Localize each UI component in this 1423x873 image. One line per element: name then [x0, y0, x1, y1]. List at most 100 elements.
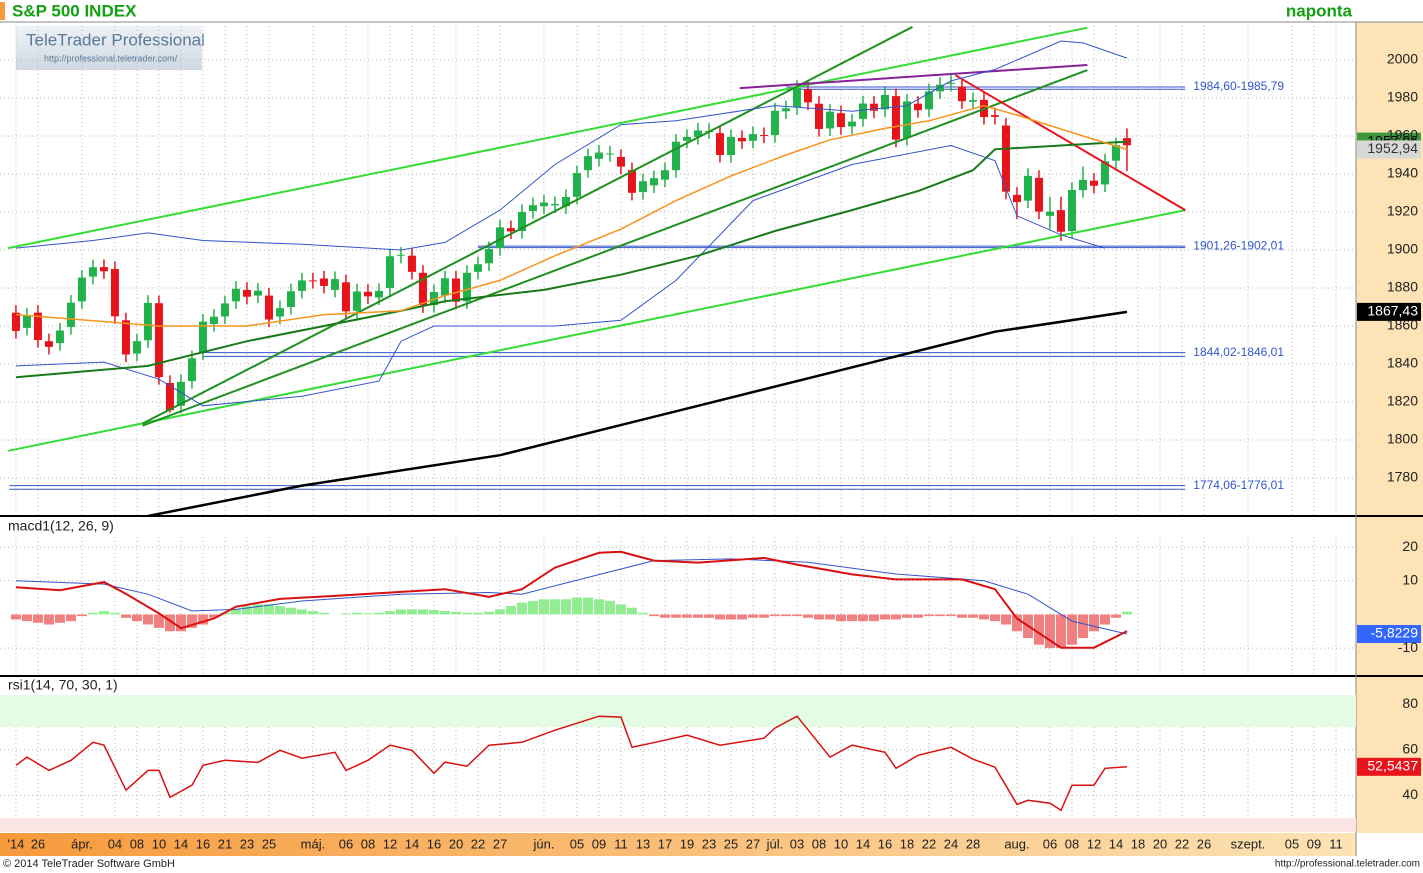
candle-body: [561, 196, 570, 207]
candle-body: [715, 133, 724, 155]
candle-body: [528, 205, 537, 212]
footer-url: http://professional.teletrader.com: [1275, 859, 1420, 870]
candle-body: [792, 87, 801, 108]
histogram-bar: [670, 614, 681, 618]
candle-body: [935, 84, 944, 92]
candle-body: [1045, 211, 1054, 216]
value-label: 1867,43: [1367, 303, 1418, 319]
candle-body: [913, 103, 922, 111]
candle-body: [869, 103, 878, 111]
histogram-bar: [1077, 614, 1088, 638]
overbought-band: [0, 695, 1356, 727]
candle-body: [363, 291, 372, 297]
x-tick-label: 24: [944, 836, 958, 851]
x-tick-label: 10: [834, 836, 848, 851]
candle-body: [418, 272, 427, 306]
x-tick-label: 19: [680, 836, 694, 851]
candle-body: [440, 278, 449, 296]
y-tick-label: 10: [1402, 571, 1418, 587]
histogram-bar: [692, 614, 703, 618]
histogram-bar: [549, 599, 560, 615]
histogram-bar: [879, 614, 890, 620]
candle-body: [55, 330, 64, 344]
histogram-bar: [945, 614, 956, 617]
value-label: 52,5437: [1367, 758, 1418, 774]
x-tick-label: '14: [7, 836, 24, 851]
histogram-bar: [109, 612, 120, 615]
x-tick-label: 03: [790, 836, 804, 851]
x-tick-label: 11: [614, 836, 628, 851]
candle-body: [1078, 179, 1087, 191]
x-tick-label: 12: [1087, 836, 1101, 851]
x-tick-label: 16: [196, 836, 210, 851]
candle-body: [176, 381, 185, 406]
x-tick-label: 22: [471, 836, 485, 851]
x-tick-label: 25: [262, 836, 276, 851]
x-tick-label: 17: [658, 836, 672, 851]
candle-body: [1067, 189, 1076, 231]
candle-body: [924, 91, 933, 110]
histogram-bar: [791, 614, 802, 617]
trendline: [954, 74, 1186, 211]
x-tick-label: 09: [1307, 836, 1321, 851]
candle-body: [330, 279, 339, 290]
candle-body: [1034, 177, 1043, 212]
zone-label: 1844,02-1846,01: [1193, 345, 1284, 359]
x-tick-label: jún.: [532, 836, 554, 851]
candle-body: [572, 173, 581, 197]
histogram-bar: [714, 614, 725, 620]
histogram-bar: [758, 614, 769, 618]
histogram-bar: [813, 614, 824, 620]
histogram-bar: [835, 614, 846, 622]
histogram-bar: [439, 611, 450, 615]
candle-body: [1111, 145, 1120, 161]
histogram-bar: [32, 614, 43, 623]
candle-body: [242, 289, 251, 297]
x-tick-label: 28: [966, 836, 980, 851]
plot-area: 1984,60-1985,79 1901,26-1902,01 1844,02-18…: [0, 22, 1356, 516]
candle-body: [220, 303, 229, 317]
candle-body: [803, 89, 812, 103]
candle-body: [649, 178, 658, 186]
histogram-bar: [901, 614, 912, 618]
candle-body: [517, 212, 526, 231]
histogram-bar: [1099, 614, 1110, 625]
x-tick-label: 23: [240, 836, 254, 851]
candle-body: [891, 96, 900, 140]
x-tick-label: 11: [1329, 836, 1343, 851]
watermark-box: [16, 26, 202, 70]
candle-body: [451, 278, 460, 302]
trendline: [8, 209, 1186, 452]
candle-body: [11, 312, 20, 331]
histogram-bar: [241, 606, 252, 615]
candle-body: [132, 341, 141, 354]
histogram-bar: [340, 613, 351, 615]
x-tick-label: 08: [1065, 836, 1079, 851]
histogram-bar: [802, 614, 813, 618]
histogram-bar: [384, 611, 395, 615]
title-marker: [0, 2, 5, 20]
candle-body: [814, 103, 823, 129]
y-tick-label: 1920: [1387, 203, 1418, 219]
candle-body: [781, 108, 790, 112]
y-tick-label: 1900: [1387, 241, 1418, 257]
candle-body: [748, 134, 757, 141]
candle-body: [1023, 175, 1032, 201]
candle-body: [88, 267, 97, 277]
histogram-bar: [1011, 614, 1022, 632]
histogram-bar: [285, 607, 296, 615]
y-tick-label: 1980: [1387, 89, 1418, 105]
candle-body: [484, 249, 493, 264]
candle-body: [550, 204, 559, 206]
x-tick-label: 08: [130, 836, 144, 851]
x-tick-label: 14: [174, 836, 188, 851]
candle-body: [1100, 161, 1109, 185]
candle-body: [825, 111, 834, 129]
value-label: 1952,94: [1367, 140, 1418, 156]
histogram-bar: [769, 614, 780, 617]
histogram-bar: [417, 609, 428, 615]
x-tick-label: 21: [218, 836, 232, 851]
panel-title: rsi1(14, 70, 30, 1): [8, 677, 118, 693]
candle-body: [880, 94, 889, 110]
